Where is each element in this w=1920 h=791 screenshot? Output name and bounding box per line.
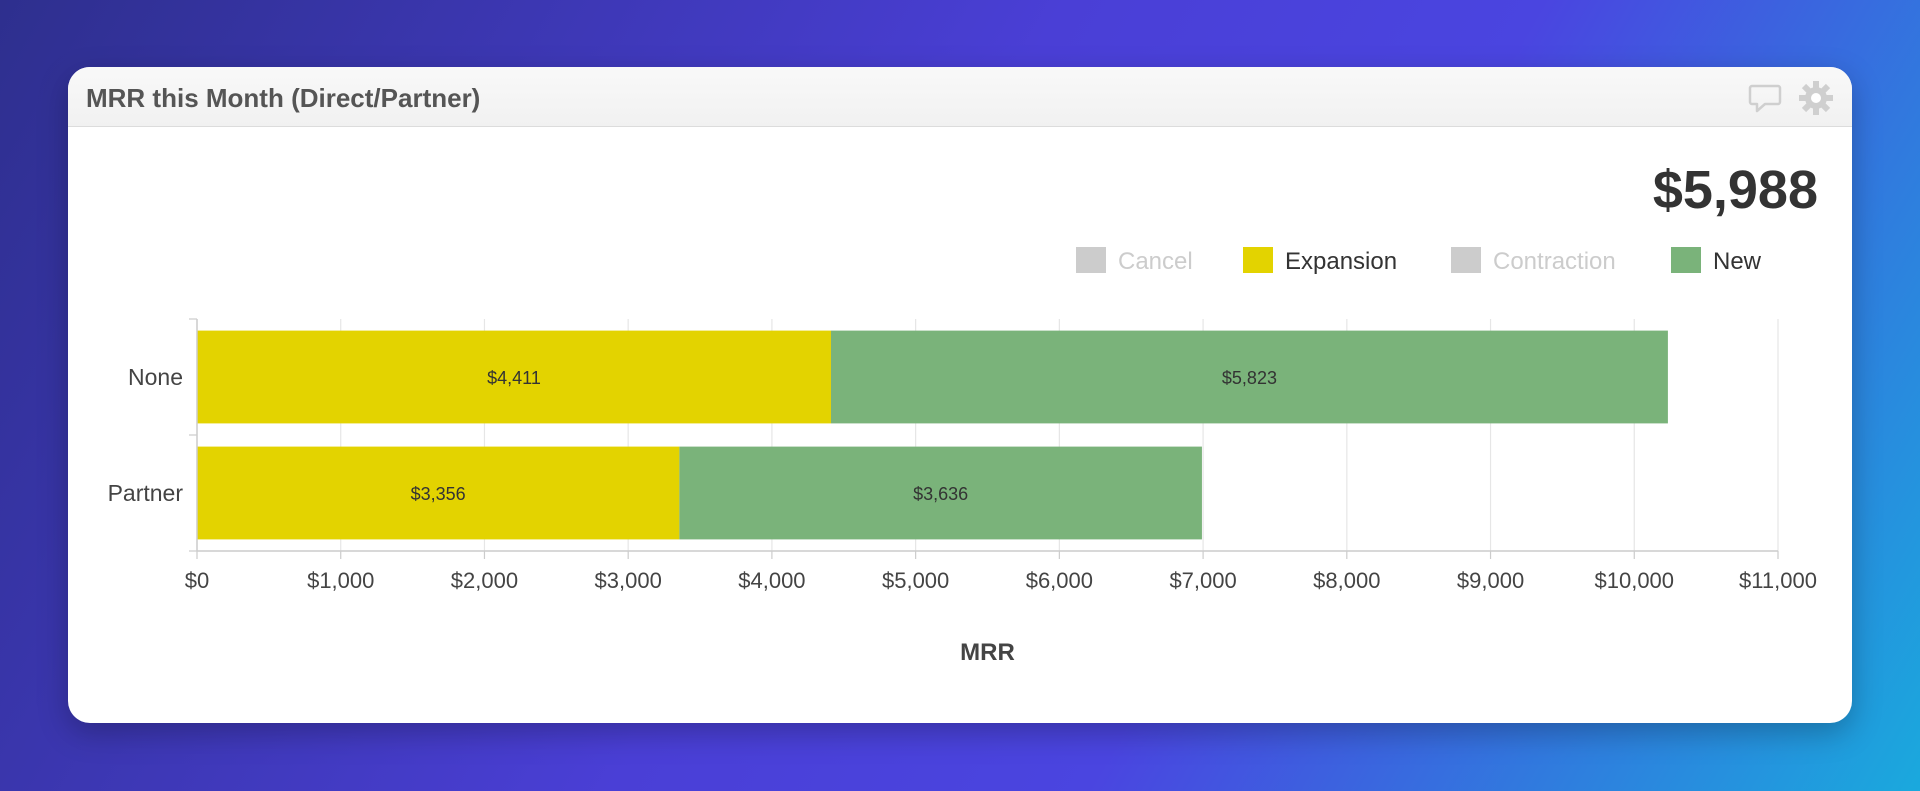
mrr-bar-chart: Cancel Expansion Contraction New $4,411 $5,8…: [108, 247, 1817, 666]
legend-item-expansion[interactable]: Expansion: [1243, 247, 1397, 275]
x-tick-label: $8,000: [1313, 568, 1380, 593]
total-mrr-value: $5,988: [1652, 160, 1818, 220]
x-tick-label: $2,000: [451, 568, 518, 593]
legend-item-new[interactable]: New: [1671, 247, 1762, 275]
widget-header: MRR this Month (Direct/Partner): [68, 67, 1852, 127]
legend-label: New: [1713, 248, 1762, 275]
x-tick-label: $3,000: [595, 568, 662, 593]
x-tick-label: $0: [185, 568, 209, 593]
legend-label: Contraction: [1493, 248, 1616, 275]
y-category-label: Partner: [108, 480, 184, 506]
x-axis-title: MRR: [960, 639, 1015, 666]
chart-legend: Cancel Expansion Contraction New: [1076, 247, 1762, 275]
legend-label: Expansion: [1285, 248, 1397, 275]
chart-axes: $0 $1,000 $2,000 $3,000 $4,000 $5,000 $6,000 $7…: [108, 318, 1817, 666]
bar-new-none: [830, 330, 1668, 424]
legend-swatch: [1451, 247, 1481, 273]
widget-title: MRR this Month (Direct/Partner): [86, 83, 481, 113]
x-tick-label: $9,000: [1457, 568, 1524, 593]
legend-item-cancel[interactable]: Cancel: [1076, 247, 1193, 275]
bar-data-label: $5,823: [1222, 368, 1277, 388]
x-tick-label: $7,000: [1169, 568, 1236, 593]
x-tick-label: $5,000: [882, 568, 949, 593]
bar-data-label: $3,636: [913, 484, 968, 504]
gear-icon[interactable]: [1797, 79, 1835, 117]
legend-swatch: [1076, 247, 1106, 273]
legend-label: Cancel: [1118, 248, 1193, 275]
comment-icon[interactable]: [1746, 79, 1784, 117]
bar-expansion-none: [197, 330, 831, 424]
x-tick-label: $11,000: [1739, 568, 1817, 593]
bar-new-partner: [679, 446, 1202, 540]
legend-item-contraction[interactable]: Contraction: [1451, 247, 1616, 275]
bar-data-label: $3,356: [411, 484, 466, 504]
x-tick-label: $4,000: [738, 568, 805, 593]
mrr-widget-card: MRR this Month (Direct/Partner): [68, 67, 1852, 723]
x-tick-label: $1,000: [307, 568, 374, 593]
chart-bars: $4,411 $5,823 $3,356 $3,636: [197, 330, 1668, 540]
bar-data-label: $4,411: [487, 368, 541, 388]
legend-swatch: [1671, 247, 1701, 273]
y-category-label: None: [128, 364, 183, 390]
legend-swatch: [1243, 247, 1273, 273]
bar-expansion-partner: [197, 446, 680, 540]
x-tick-label: $10,000: [1595, 568, 1675, 593]
x-tick-label: $6,000: [1026, 568, 1093, 593]
